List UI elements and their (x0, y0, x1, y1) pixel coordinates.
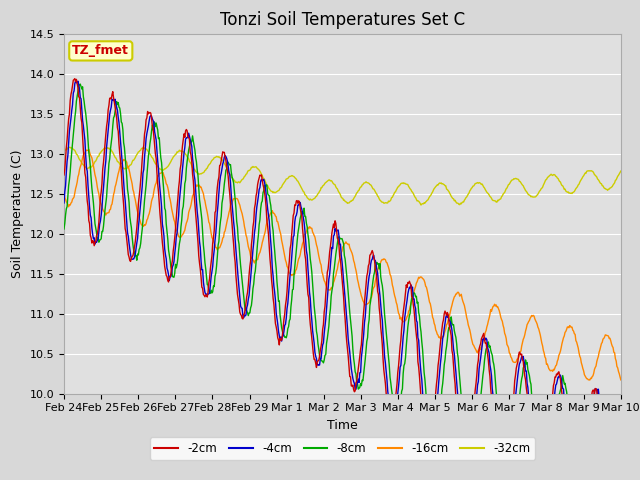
Legend: -2cm, -4cm, -8cm, -16cm, -32cm: -2cm, -4cm, -8cm, -16cm, -32cm (150, 437, 535, 460)
Y-axis label: Soil Temperature (C): Soil Temperature (C) (11, 149, 24, 278)
Text: TZ_fmet: TZ_fmet (72, 44, 129, 58)
Title: Tonzi Soil Temperatures Set C: Tonzi Soil Temperatures Set C (220, 11, 465, 29)
X-axis label: Time: Time (327, 419, 358, 432)
